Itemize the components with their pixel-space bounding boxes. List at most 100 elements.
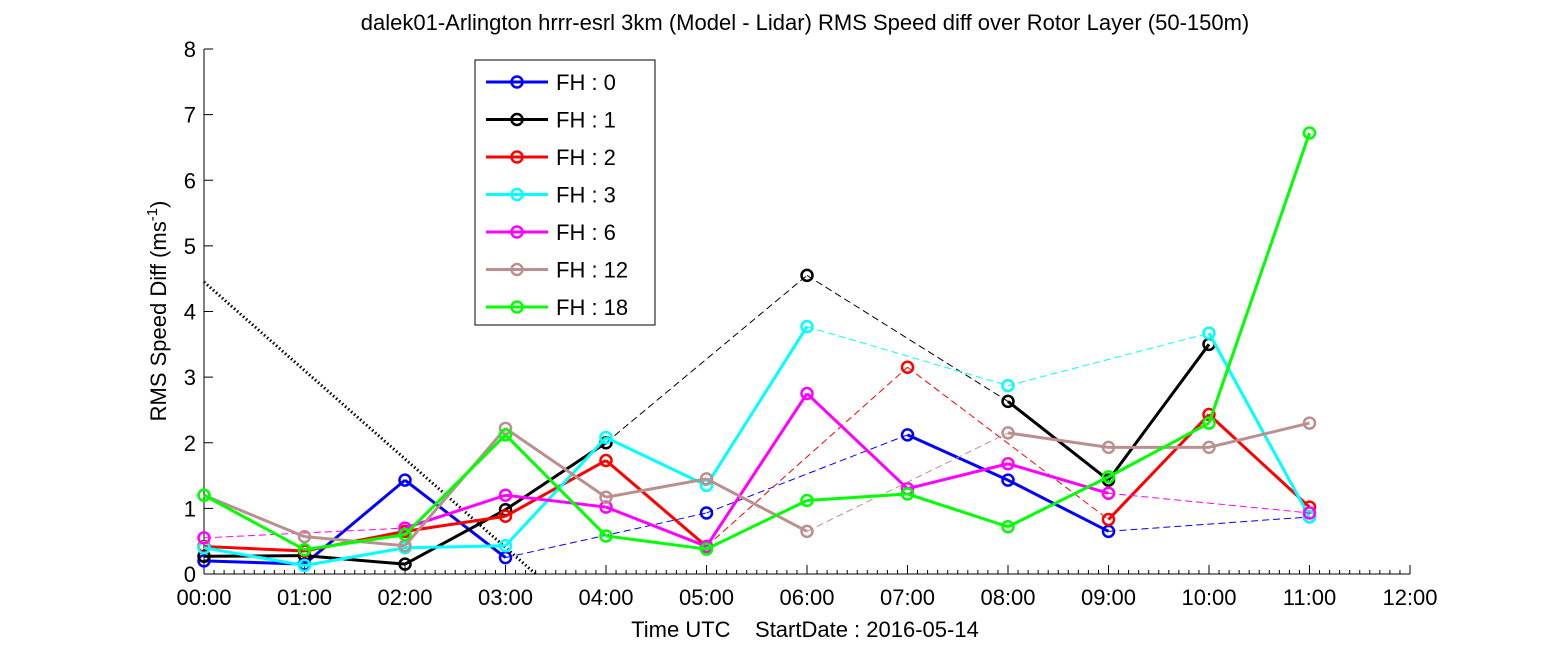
- data-point: [297, 558, 312, 573]
- series-segment: [304, 554, 406, 566]
- series-segment: [705, 392, 809, 548]
- legend-marker: [510, 75, 524, 89]
- x-tick-label: 00:00: [176, 585, 231, 610]
- y-ticks: 0 1 2 3 4 5 6 7 8: [184, 37, 213, 587]
- x-axis-label: Time UTC StartDate : 2016-05-14: [631, 617, 979, 642]
- data-point: [498, 428, 513, 442]
- series-segment: [504, 427, 607, 499]
- legend-label: FH : 18: [556, 295, 628, 320]
- data-point: [900, 428, 915, 442]
- legend-item: FH : 1: [486, 108, 616, 133]
- y-tick-label: 0: [184, 562, 196, 587]
- x-minor-ticks: [213, 570, 1401, 574]
- series-segment: [705, 499, 808, 551]
- data-point: [599, 453, 613, 468]
- series-gap-segment: [706, 366, 908, 547]
- y-axis-label: RMS Speed Diff (ms-1): [144, 201, 171, 422]
- series-segment: [203, 544, 305, 553]
- data-point: [398, 473, 412, 487]
- x-tick-label: 01:00: [277, 585, 332, 610]
- chart-title: dalek01-Arlington hrrr-esrl 3km (Model -…: [361, 10, 1250, 35]
- x-tick-label: 03:00: [478, 585, 533, 610]
- legend-label: FH : 6: [556, 220, 616, 245]
- legend-label: FH : 1: [556, 108, 616, 133]
- data-point: [800, 524, 814, 539]
- legend-label: FH : 2: [556, 145, 616, 170]
- series-segment: [404, 514, 506, 533]
- series-segment: [1007, 431, 1109, 449]
- data-point: [1202, 326, 1216, 340]
- legend: FH : 0 FH : 1 FH : 2 FH : 3 FH : 6 FH : 12 FH …: [474, 59, 656, 326]
- data-point: [398, 557, 412, 571]
- x-tick-label: 12:00: [1382, 585, 1437, 610]
- data-point: [197, 531, 211, 545]
- series-segment: [1107, 343, 1211, 482]
- x-tick-label: 10:00: [1181, 585, 1236, 610]
- data-point: [197, 488, 211, 502]
- series-segment: [805, 392, 909, 490]
- series-segment: [304, 533, 406, 552]
- y-axis-label-main: RMS Speed Diff (ms: [146, 221, 171, 421]
- data-point: [699, 542, 714, 556]
- data-point: [1101, 440, 1116, 455]
- x-tick-label: 05:00: [679, 585, 734, 610]
- data-point: [1302, 416, 1317, 430]
- data-point: [1001, 473, 1015, 487]
- series-gap-segment: [806, 274, 1009, 402]
- data-point: [398, 527, 412, 542]
- x-tick-label: 08:00: [980, 585, 1035, 610]
- data-point: [1202, 440, 1216, 455]
- legend-marker: [510, 262, 524, 277]
- data-point: [1302, 510, 1317, 524]
- data-point: [498, 509, 513, 523]
- series-5: [197, 416, 1317, 553]
- legend-item: FH : 18: [486, 295, 628, 320]
- x-tick-label: 11:00: [1283, 585, 1336, 610]
- data-point: [498, 421, 513, 436]
- series-gap-segment: [706, 434, 908, 514]
- data-point: [900, 487, 915, 501]
- series-segment: [1007, 478, 1110, 533]
- series-segment: [1208, 421, 1310, 449]
- x-tick-label: 06:00: [779, 585, 834, 610]
- legend-item: FH : 0: [486, 70, 616, 95]
- x-tick-label: 04:00: [578, 585, 633, 610]
- series-segment: [605, 436, 708, 487]
- data-point: [1101, 512, 1116, 527]
- series-gap-segment: [1007, 332, 1210, 387]
- series-segment: [403, 433, 507, 536]
- data-point: [699, 506, 714, 520]
- legend-marker: [510, 187, 524, 202]
- y-tick-label: 5: [184, 234, 196, 259]
- series-segment: [1007, 475, 1110, 529]
- series-segment: [605, 534, 707, 551]
- series-segment: [404, 493, 506, 530]
- x-tick-label: 02:00: [377, 585, 432, 610]
- y-tick-label: 6: [184, 168, 196, 193]
- legend-marker: [510, 300, 524, 314]
- series-segment: [404, 544, 506, 550]
- data-point: [498, 488, 513, 502]
- series-segment: [605, 459, 708, 548]
- series-3: [197, 319, 1317, 573]
- series-segment: [304, 546, 406, 567]
- series-4: [197, 386, 1317, 554]
- data-point: [1001, 426, 1015, 440]
- y-tick-label: 2: [184, 431, 196, 456]
- data-point: [599, 430, 613, 445]
- series-segment: [605, 477, 707, 499]
- series-gap-segment: [1108, 492, 1310, 514]
- data-point: [800, 493, 814, 508]
- series-segment: [907, 462, 1009, 491]
- series-segment: [605, 505, 708, 548]
- legend-label: FH : 12: [556, 258, 628, 283]
- reference-dotted-line: [203, 280, 537, 576]
- data-point: [1101, 470, 1116, 484]
- data-point: [800, 386, 814, 401]
- series-segment: [705, 325, 809, 487]
- legend-box: [474, 59, 656, 326]
- series-segment: [907, 492, 1009, 529]
- x-ticks: 00:00 01:00 02:00 03:00 04:00 05:00 06:00 07:00…: [176, 565, 1438, 610]
- legend-marker: [510, 150, 524, 164]
